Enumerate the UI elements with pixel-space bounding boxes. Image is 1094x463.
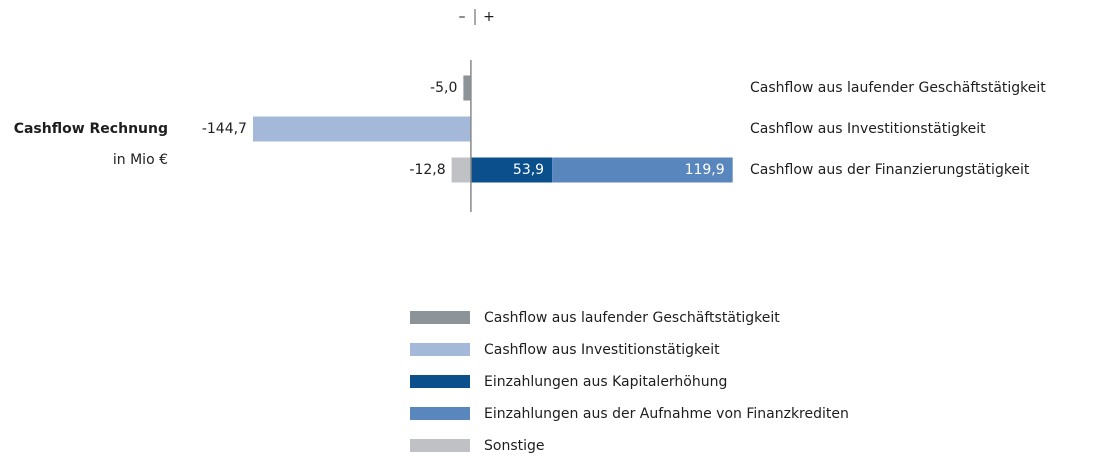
value-label: -12,8 [409, 162, 445, 178]
legend-label: Einzahlungen aus der Aufnahme von Finanz… [484, 406, 849, 422]
category-label: Cashflow aus Investitionstätigkeit [750, 121, 986, 137]
value-label: 119,9 [685, 162, 725, 178]
legend-swatch [410, 343, 470, 356]
value-label: 53,9 [513, 162, 544, 178]
value-label: -5,0 [430, 80, 457, 96]
legend-label: Einzahlungen aus Kapitalerhöhung [484, 374, 727, 390]
negative-sign: – [459, 9, 466, 25]
bar [451, 157, 471, 183]
legend-label: Sonstige [484, 438, 545, 454]
bar [552, 157, 733, 183]
legend-swatch [410, 407, 470, 420]
legend-swatch [410, 311, 470, 324]
legend-swatch [410, 439, 470, 452]
value-label: -144,7 [202, 121, 247, 137]
positive-sign: + [483, 9, 495, 25]
bar [463, 75, 471, 101]
legend-label: Cashflow aus Investitionstätigkeit [484, 342, 720, 358]
chart-subtitle: in Mio € [113, 152, 168, 168]
bar [470, 157, 553, 183]
chart-title: Cashflow Rechnung [14, 121, 168, 137]
legend-label: Cashflow aus laufender Geschäftstätigkei… [484, 310, 780, 326]
category-label: Cashflow aus der Finanzierungstätigkeit [750, 162, 1030, 178]
bar [252, 116, 471, 142]
category-label: Cashflow aus laufender Geschäftstätigkei… [750, 80, 1046, 96]
legend-swatch [410, 375, 470, 388]
